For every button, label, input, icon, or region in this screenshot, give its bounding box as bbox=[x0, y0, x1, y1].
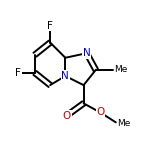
Text: O: O bbox=[63, 111, 71, 121]
Text: N: N bbox=[62, 71, 69, 81]
Text: N: N bbox=[83, 48, 90, 58]
Text: Me: Me bbox=[114, 65, 127, 74]
Text: F: F bbox=[15, 68, 21, 78]
Text: O: O bbox=[96, 107, 104, 117]
Text: Me: Me bbox=[117, 119, 130, 128]
Text: F: F bbox=[47, 21, 53, 31]
